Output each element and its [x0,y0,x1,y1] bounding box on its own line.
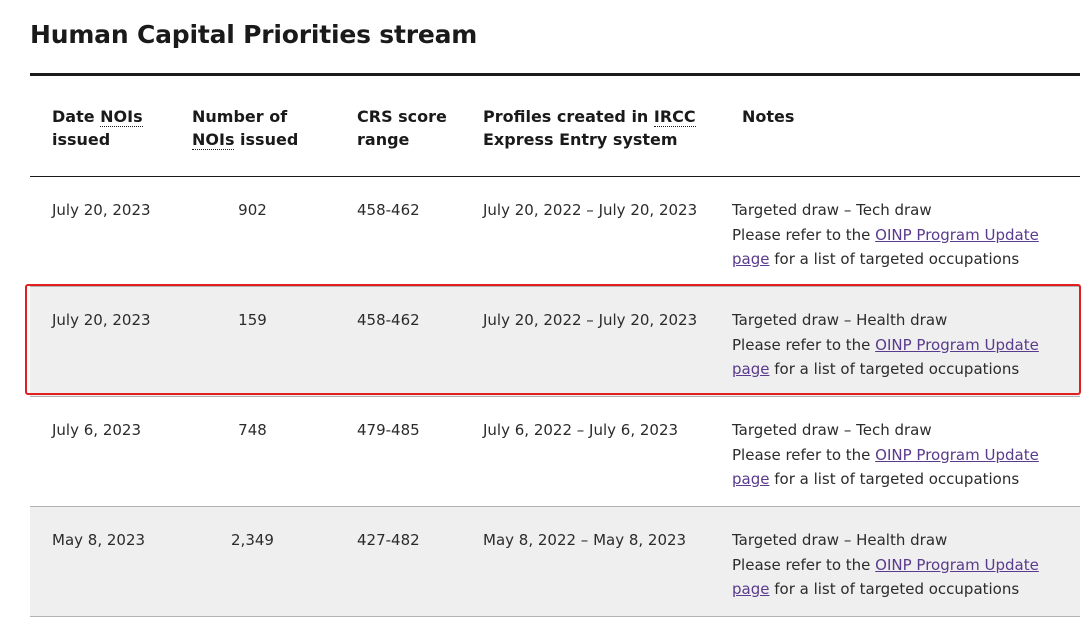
table-row: July 20, 2023 902 458-462 July 20, 2022 … [30,177,1080,287]
header-number-abbr: NOIs [192,130,235,150]
cell-profiles: July 20, 2022 – July 20, 2023 [483,201,698,219]
notes-draw-type: Targeted draw – Health draw [732,311,948,329]
table-row: July 20, 2023 159 458-462 July 20, 2022 … [30,286,1080,397]
notes-prefix: Please refer to the [732,445,876,464]
cell-date: July 20, 2023 [52,201,151,219]
header-number-suffix: issued [234,130,299,149]
header-number-label: Number of [192,107,288,126]
cell-number: 748 [238,421,267,439]
notes-draw-type: Targeted draw – Tech draw [732,421,932,439]
table-header-row: Date NOIs issued Number of NOIs issued CRS… [30,74,1080,177]
notes-suffix: for a list of targeted occupations [769,580,1020,598]
cell-number: 902 [238,201,267,219]
notes-suffix: for a list of targeted occupations [769,250,1020,268]
header-number: Number of NOIs issued [170,75,335,177]
cell-crs: 479-485 [357,421,420,439]
oinp-program-update-link[interactable]: OINP Program Update page [732,225,1039,269]
cell-notes: Targeted draw – Health draw Please refer … [720,287,1080,397]
cell-profiles: May 8, 2022 – May 8, 2023 [483,531,687,549]
notes-prefix: Please refer to the [732,225,876,244]
cell-date: July 6, 2023 [52,421,141,439]
cell-profiles: July 20, 2022 – July 20, 2023 [483,311,698,329]
cell-number: 2,349 [231,531,274,549]
oinp-program-update-link[interactable]: OINP Program Update page [732,445,1039,489]
header-date-suffix: issued [52,130,111,149]
table-row: July 6, 2023 748 479-485 July 6, 2022 – … [30,397,1080,507]
cell-date: July 20, 2023 [52,311,151,329]
cell-notes: Targeted draw – Tech draw Please refer to… [720,397,1080,507]
oinp-program-update-link[interactable]: OINP Program Update page [732,555,1039,599]
header-date-abbr: NOIs [100,107,143,127]
header-crs: CRS score range [357,107,447,149]
cell-notes: Targeted draw – Health draw Please refer … [720,507,1080,617]
header-date: Date NOIs issued [30,75,170,177]
cell-crs: 458-462 [357,201,420,219]
header-profiles: Profiles created in IRCC Express Entry sy… [461,75,720,177]
cell-notes: Targeted draw – Tech draw Please refer to… [720,177,1080,287]
header-profiles-label: Profiles created in [483,107,654,126]
header-profiles-abbr: IRCC [653,107,696,127]
table-row: May 8, 2023 2,349 427-482 May 8, 2022 – … [30,506,1080,617]
oinp-program-update-link[interactable]: OINP Program Update page [732,335,1039,379]
notes-suffix: for a list of targeted occupations [769,360,1020,378]
notes-suffix: for a list of targeted occupations [769,470,1020,488]
cell-date: May 8, 2023 [52,531,146,549]
notes-prefix: Please refer to the [732,555,876,574]
cell-number: 159 [238,311,267,329]
noi-table-container: Date NOIs issued Number of NOIs issued CRS… [30,73,1080,617]
cell-profiles: July 6, 2022 – July 6, 2023 [483,421,679,439]
section-title: Human Capital Priorities stream [30,20,478,49]
header-profiles-suffix: Express Entry system [483,130,678,149]
notes-prefix: Please refer to the [732,335,876,354]
header-notes: Notes [742,107,795,126]
cell-crs: 458-462 [357,311,420,329]
cell-crs: 427-482 [357,531,420,549]
notes-draw-type: Targeted draw – Health draw [732,531,948,549]
header-date-label: Date [52,107,101,126]
notes-draw-type: Targeted draw – Tech draw [732,201,932,219]
noi-table: Date NOIs issued Number of NOIs issued CRS… [30,73,1080,617]
